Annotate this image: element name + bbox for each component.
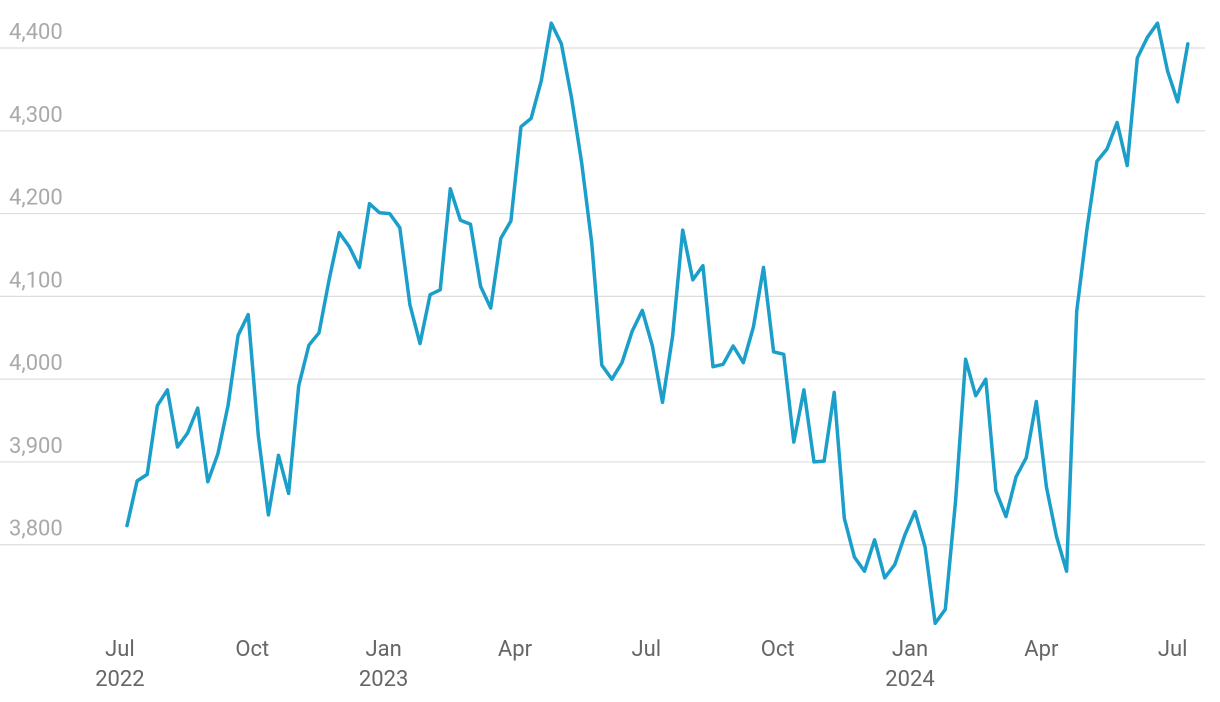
x-tick-label: Jan [892, 637, 928, 662]
x-tick-label: Oct [761, 637, 795, 662]
y-tick-label: 4,400 [9, 20, 63, 45]
x-year-label: 2023 [359, 667, 408, 692]
x-year-label: 2024 [885, 667, 934, 692]
x-tick-label: Apr [498, 637, 533, 662]
x-year-label: 2022 [95, 667, 144, 692]
y-tick-label: 4,200 [9, 186, 63, 211]
y-tick-label: 4,100 [9, 268, 63, 293]
y-tick-label: 4,300 [9, 103, 63, 128]
x-tick-label: Jul [105, 637, 135, 662]
x-tick-label: Apr [1024, 637, 1059, 662]
x-tick-label: Oct [235, 637, 269, 662]
x-tick-label: Jan [365, 637, 401, 662]
y-tick-label: 3,800 [9, 517, 63, 542]
y-tick-label: 4,000 [9, 351, 63, 376]
y-tick-label: 3,900 [9, 434, 63, 459]
line-series [125, 21, 1190, 626]
x-tick-label: Jul [631, 637, 661, 662]
x-tick-label: Jul [1158, 637, 1188, 662]
